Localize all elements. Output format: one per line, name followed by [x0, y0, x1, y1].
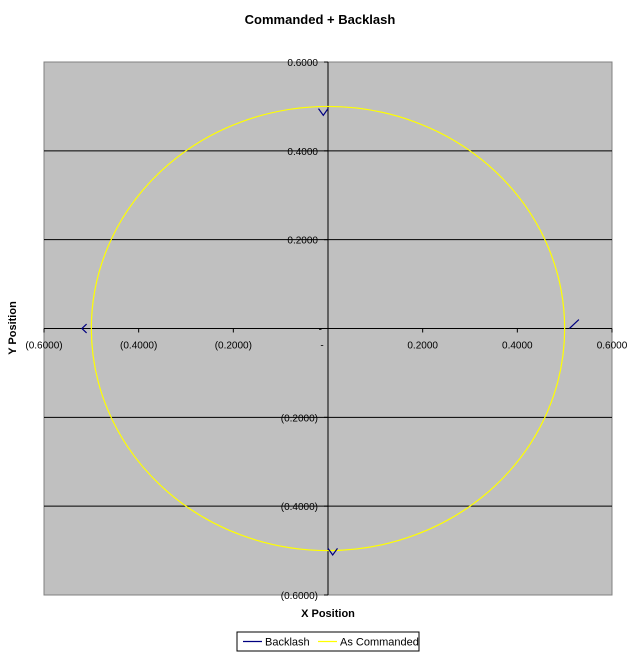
y-tick-label-1: 0.4000 [287, 147, 318, 158]
y-tick-label-4: (0.2000) [281, 413, 318, 424]
y-tick-label-6: (0.6000) [281, 591, 318, 602]
axes [43, 61, 613, 596]
y-tick-label-5: (0.4000) [281, 502, 318, 513]
series-as-commanded-line [90, 105, 566, 552]
legend-label-as-commanded: As Commanded [340, 637, 419, 649]
x-axis-title: X Position [301, 608, 355, 620]
chart-title: Commanded + Backlash [245, 12, 396, 27]
x-tick-label-2: (0.2000) [215, 341, 252, 352]
series-backlash-mark-2 [81, 323, 88, 334]
y-tick-label-2: 0.2000 [287, 236, 318, 247]
legend: Backlash As Commanded [236, 631, 420, 652]
series-backlash-mark-1 [327, 548, 338, 557]
series-backlash-mark-0 [318, 108, 329, 117]
x-tick-label-5: 0.4000 [502, 341, 533, 352]
x-tick-label-1: (0.4000) [120, 341, 157, 352]
x-tick-label-6: 0.6000 [597, 341, 628, 352]
x-tick-label-0: (0.6000) [25, 341, 62, 352]
y-tick-label-0: 0.6000 [287, 58, 318, 69]
series [81, 105, 580, 557]
y-axis-title: Y Position [7, 301, 19, 355]
y-tick-label-3: - [319, 325, 322, 336]
series-backlash-mark-3 [568, 319, 580, 329]
tick-labels: (0.6000) (0.4000) (0.2000) - 0.2000 0.4000 0.6… [25, 58, 627, 602]
x-tick-label-3: - [320, 341, 323, 352]
x-tick-label-4: 0.2000 [407, 341, 438, 352]
legend-label-backlash: Backlash [265, 637, 310, 649]
